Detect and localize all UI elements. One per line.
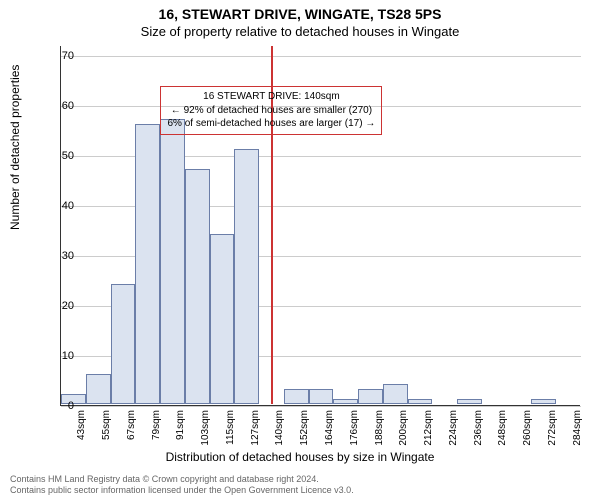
x-tick-label: 236sqm (473, 410, 484, 446)
x-tick-label: 115sqm (225, 410, 236, 445)
x-tick-label: 91sqm (175, 410, 186, 440)
annotation-line: 16 STEWART DRIVE: 140sqm (167, 90, 375, 104)
x-tick-label: 152sqm (299, 410, 310, 446)
x-tick-label: 284sqm (572, 410, 583, 446)
x-tick-label: 176sqm (349, 410, 360, 446)
histogram-bar (185, 169, 210, 404)
annotation-line: ← 92% of detached houses are smaller (27… (167, 104, 375, 118)
histogram-bar (358, 389, 383, 404)
y-tick-label: 50 (44, 150, 74, 162)
gridline (61, 56, 581, 57)
histogram-bar (135, 124, 160, 404)
y-tick-label: 10 (44, 350, 74, 362)
histogram-bar (86, 374, 111, 404)
x-tick-label: 103sqm (200, 410, 211, 446)
x-tick-label: 212sqm (423, 410, 434, 446)
histogram-bar (383, 384, 408, 404)
x-tick-label: 55sqm (101, 410, 112, 440)
x-axis-label: Distribution of detached houses by size … (0, 450, 600, 464)
plot-area: 16 STEWART DRIVE: 140sqm← 92% of detache… (60, 46, 580, 406)
histogram-bar (111, 284, 136, 404)
histogram-bar (531, 399, 556, 404)
x-tick-label: 164sqm (324, 410, 335, 446)
x-tick-label: 43sqm (76, 410, 87, 440)
y-tick-label: 40 (44, 200, 74, 212)
x-tick-label: 272sqm (547, 410, 558, 446)
histogram-bar (309, 389, 334, 404)
chart-container: 16, STEWART DRIVE, WINGATE, TS28 5PS Siz… (0, 0, 600, 500)
gridline (61, 406, 581, 407)
footer-attribution: Contains HM Land Registry data © Crown c… (10, 474, 354, 497)
x-tick-label: 79sqm (151, 410, 162, 440)
annotation-line: 6% of semi-detached houses are larger (1… (167, 117, 375, 131)
y-tick-label: 30 (44, 250, 74, 262)
histogram-bar (160, 119, 185, 404)
footer-line1: Contains HM Land Registry data © Crown c… (10, 474, 354, 485)
x-tick-label: 67sqm (126, 410, 137, 440)
x-tick-label: 188sqm (374, 410, 385, 446)
annotation-box: 16 STEWART DRIVE: 140sqm← 92% of detache… (160, 86, 382, 135)
y-tick-label: 0 (44, 400, 74, 412)
y-axis-label: Number of detached properties (8, 65, 22, 230)
y-tick-label: 20 (44, 300, 74, 312)
footer-line2: Contains public sector information licen… (10, 485, 354, 496)
y-tick-label: 60 (44, 100, 74, 112)
x-tick-label: 140sqm (274, 410, 285, 446)
histogram-bar (457, 399, 482, 404)
histogram-bar (408, 399, 433, 404)
histogram-bar (333, 399, 358, 404)
x-tick-label: 127sqm (250, 410, 261, 446)
title-address: 16, STEWART DRIVE, WINGATE, TS28 5PS (0, 0, 600, 22)
histogram-bar (234, 149, 259, 404)
title-subtitle: Size of property relative to detached ho… (0, 22, 600, 43)
x-tick-label: 260sqm (522, 410, 533, 446)
x-tick-label: 224sqm (448, 410, 459, 446)
y-tick-label: 70 (44, 50, 74, 62)
x-tick-label: 200sqm (398, 410, 409, 446)
histogram-bar (284, 389, 309, 404)
x-tick-label: 248sqm (497, 410, 508, 446)
histogram-bar (210, 234, 235, 404)
